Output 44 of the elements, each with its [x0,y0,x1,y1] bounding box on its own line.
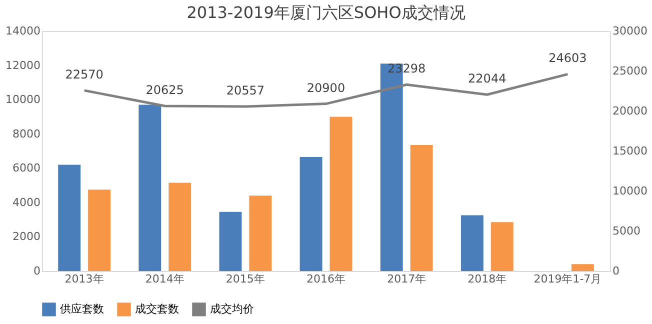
y2-tick-label: 5000 [612,224,640,238]
x-tick-label: 2015年 [226,272,265,286]
data-label: 24603 [548,51,587,66]
bar [460,215,484,271]
legend-label: 供应套数 [60,302,104,316]
data-label: 20900 [306,80,346,95]
x-tick-label: 2017年 [387,272,426,286]
bar [168,182,192,271]
y2-tick-label: 25000 [612,64,648,78]
y2-tick-label: 20000 [612,104,648,118]
bar [330,116,352,271]
y2-tick-label: 0 [612,264,620,278]
x-tick-label: 2014年 [145,272,184,286]
y-tick-label: 6000 [12,162,40,175]
data-label: 22570 [65,67,104,82]
y-tick-label: 0 [34,264,40,278]
y2-tick-label: 15000 [612,144,648,158]
y-tick-label: 8000 [12,127,40,140]
x-tick-label: 2018年 [468,272,507,286]
y-tick-label: 12000 [6,58,40,72]
bar [219,212,242,271]
y2-tick-label: 30000 [612,24,648,38]
bar [58,164,81,271]
legend-label: 成交套数 [135,302,179,316]
data-label: 22044 [468,72,506,86]
bar [138,104,162,271]
legend-label: 成交均价 [210,302,254,316]
y-tick-label: 10000 [6,93,40,106]
y-tick-label: 2000 [12,230,40,244]
bar [490,222,514,271]
data-label: 20557 [226,84,265,98]
x-tick-label: 2019年1-7月 [534,272,602,286]
bar [300,157,322,271]
y-tick-label: 4000 [12,196,40,209]
bar [410,145,433,271]
x-tick-label: 2016年 [306,272,346,286]
x-tick-label: 2013年 [64,272,104,286]
bar [88,190,110,271]
bar [249,196,272,271]
y2-tick-label: 10000 [612,184,648,198]
chart-title: 2013-2019年厦门六区SOHO成交情况 [186,3,466,22]
data-label: 20625 [146,83,184,97]
y-tick-label: 14000 [6,24,40,38]
bar [571,264,594,271]
